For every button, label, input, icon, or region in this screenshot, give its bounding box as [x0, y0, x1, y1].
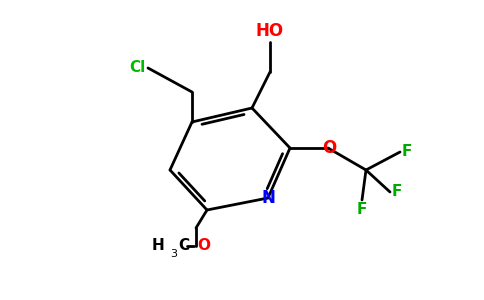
Text: N: N [261, 189, 275, 207]
Text: HO: HO [256, 22, 284, 40]
Text: C: C [178, 238, 189, 253]
Text: O: O [322, 139, 336, 157]
Text: O: O [197, 238, 210, 253]
Text: H: H [151, 238, 164, 253]
Text: F: F [392, 184, 402, 200]
Text: F: F [357, 202, 367, 217]
Text: F: F [402, 145, 412, 160]
Text: 3: 3 [170, 249, 177, 259]
Text: Cl: Cl [130, 61, 146, 76]
